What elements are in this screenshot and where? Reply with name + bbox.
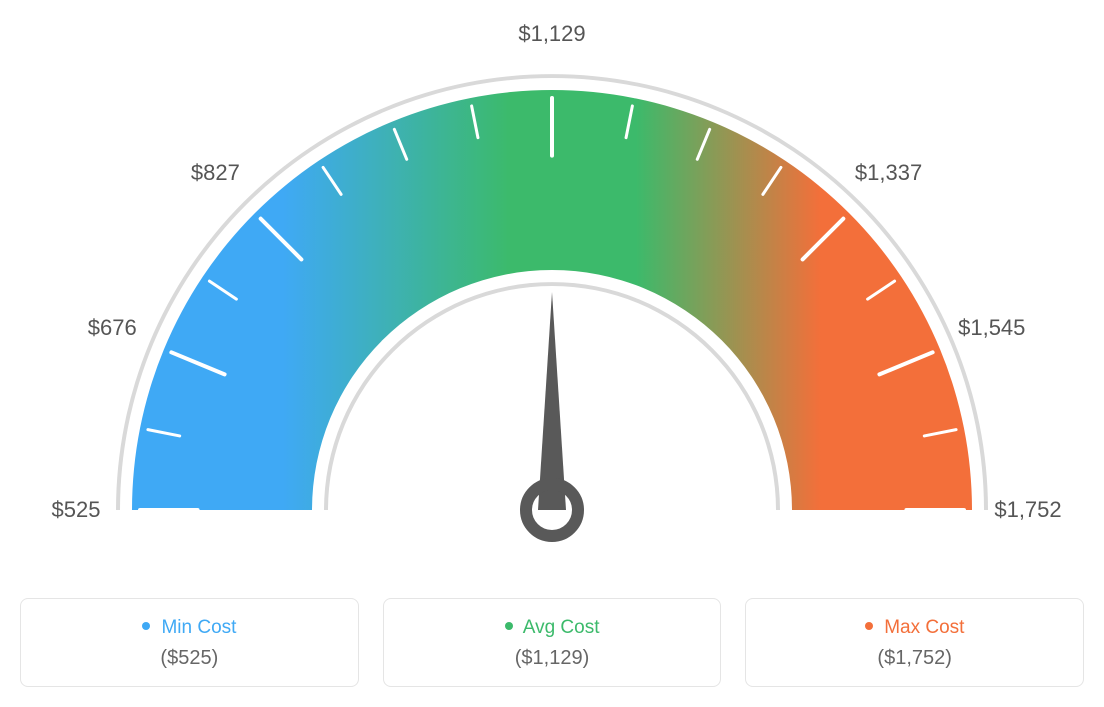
legend-max-title: Max Cost (756, 617, 1073, 639)
dot-icon (142, 622, 150, 630)
legend-min-value: ($525) (31, 647, 348, 670)
cost-gauge-chart: $525 $676 $827 $1,129 $1,337 $1,545 $1,752 Min… (20, 20, 1084, 687)
legend-row: Min Cost ($525) Avg Cost ($1,129) Max Co… (20, 598, 1084, 687)
legend-avg-title: Avg Cost (394, 617, 711, 639)
gauge-tick-label: $827 (191, 160, 240, 186)
dot-icon (505, 622, 513, 630)
legend-avg-label: Avg Cost (523, 617, 600, 638)
legend-max-value: ($1,752) (756, 647, 1073, 670)
gauge-area: $525 $676 $827 $1,129 $1,337 $1,545 $1,752 (20, 20, 1084, 580)
gauge-tick-label: $525 (52, 497, 101, 523)
gauge-tick-label: $676 (88, 315, 137, 341)
gauge-tick-label: $1,545 (958, 315, 1025, 341)
gauge-tick-label: $1,752 (994, 497, 1061, 523)
gauge-tick-label: $1,337 (855, 160, 922, 186)
legend-avg-card: Avg Cost ($1,129) (383, 598, 722, 687)
legend-min-title: Min Cost (31, 617, 348, 639)
legend-min-card: Min Cost ($525) (20, 598, 359, 687)
gauge-svg (20, 20, 1084, 580)
dot-icon (865, 622, 873, 630)
legend-max-card: Max Cost ($1,752) (745, 598, 1084, 687)
legend-min-label: Min Cost (161, 617, 236, 638)
legend-max-label: Max Cost (884, 617, 964, 638)
legend-avg-value: ($1,129) (394, 647, 711, 670)
gauge-tick-label: $1,129 (518, 21, 585, 47)
